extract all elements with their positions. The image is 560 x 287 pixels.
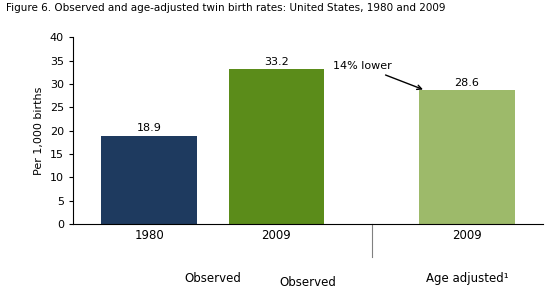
Text: Figure 6. Observed and age-adjusted twin birth rates: United States, 1980 and 20: Figure 6. Observed and age-adjusted twin… xyxy=(6,3,445,13)
Text: Age adjusted¹: Age adjusted¹ xyxy=(426,272,508,285)
Y-axis label: Per 1,000 births: Per 1,000 births xyxy=(34,86,44,175)
Text: 18.9: 18.9 xyxy=(137,123,161,133)
Bar xyxy=(419,90,515,224)
Text: Observed: Observed xyxy=(279,276,337,287)
Bar xyxy=(101,136,197,224)
Text: 33.2: 33.2 xyxy=(264,57,288,67)
Text: 14% lower: 14% lower xyxy=(333,61,422,89)
Text: Observed: Observed xyxy=(184,272,241,285)
Bar xyxy=(228,69,324,224)
Text: 28.6: 28.6 xyxy=(455,78,479,88)
